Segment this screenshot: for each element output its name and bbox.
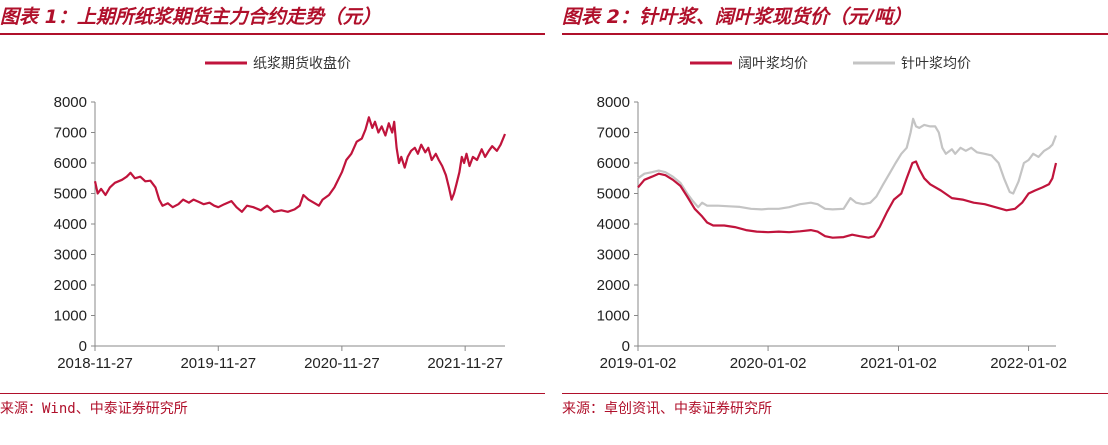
x-tick-label: 2019-01-02 (600, 355, 677, 372)
y-tick-label: 8000 (54, 94, 87, 111)
y-tick-label: 6000 (597, 155, 630, 172)
legend-label: 针叶浆均价 (901, 56, 971, 72)
y-tick-label: 1000 (54, 308, 87, 325)
x-tick-label: 2022-01-02 (990, 355, 1067, 372)
series-line (637, 160, 1058, 239)
title-divider (562, 33, 1108, 35)
y-tick-label: 0 (622, 338, 630, 355)
x-tick-label: 2018-11-27 (57, 355, 133, 372)
legend-label: 纸浆期货收盘价 (253, 55, 351, 72)
source-divider (0, 393, 545, 394)
pulp-spot-price-chart: 阔叶浆均价 针叶浆均价 0 1000 2000 3000 4000 5000 6000 7000 8… (597, 56, 1067, 372)
y-tick-label: 2000 (597, 277, 630, 294)
y-tick-label: 3000 (597, 247, 630, 264)
y-tick-label: 4000 (54, 216, 87, 233)
y-tick-label: 8000 (597, 94, 630, 111)
y-tick-label: 0 (79, 338, 87, 355)
figure-title: 图表 1：上期所纸浆期货主力合约走势（元） (0, 6, 381, 28)
y-tick-label: 1000 (597, 308, 630, 325)
y-tick-label: 5000 (597, 186, 630, 203)
series-line (637, 117, 1058, 211)
y-tick-label: 4000 (597, 216, 630, 233)
y-tick-label: 5000 (54, 186, 87, 203)
legend-label: 阔叶浆均价 (738, 56, 808, 72)
y-tick-label: 7000 (597, 125, 630, 142)
y-tick-label: 2000 (54, 277, 87, 294)
figure-title: 图表 2：针叶浆、阔叶浆现货价（元/吨） (562, 6, 912, 28)
source-divider (562, 393, 1108, 394)
y-tick-label: 7000 (54, 125, 87, 142)
x-tick-label: 2020-01-02 (730, 355, 807, 372)
title-divider (0, 33, 545, 35)
right-panel: 图表 2：针叶浆、阔叶浆现货价（元/吨） 阔叶浆均价 针叶浆均价 0 1000 2000… (562, 0, 1108, 445)
source-note: 来源：卓创资讯、中泰证券研究所 (562, 401, 772, 417)
pulp-futures-chart: 纸浆期货收盘价 0 1000 2000 3000 4000 5000 6000 7000 8000… (54, 55, 507, 372)
source-note: 来源：Wind、中泰证券研究所 (0, 401, 188, 417)
x-tick-label: 2021-11-27 (427, 355, 503, 372)
y-tick-label: 6000 (54, 155, 87, 172)
x-tick-label: 2019-11-27 (180, 355, 256, 372)
left-panel: 图表 1：上期所纸浆期货主力合约走势（元） 纸浆期货收盘价 0 1000 2000 30… (0, 0, 545, 445)
series-line (93, 116, 507, 213)
x-tick-label: 2021-01-02 (860, 355, 937, 372)
y-tick-label: 3000 (54, 247, 87, 264)
x-tick-label: 2020-11-27 (304, 355, 380, 372)
